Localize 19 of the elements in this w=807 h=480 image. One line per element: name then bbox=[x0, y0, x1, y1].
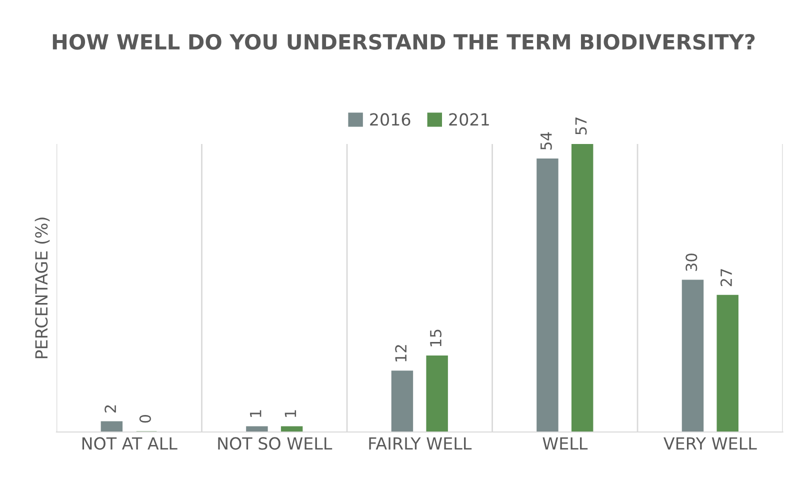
x-tick-label: WELL bbox=[542, 437, 588, 450]
x-tick-label: NOT AT ALL bbox=[82, 437, 178, 450]
data-label: 30 bbox=[686, 254, 698, 271]
x-tick-label: FAIRLY WELL bbox=[369, 437, 472, 450]
y-axis-title: PERCENTAGE (%) bbox=[34, 218, 50, 358]
data-label: 12 bbox=[395, 345, 406, 362]
chart-title: HOW WELL DO YOU UNDERSTAND THE TERM BIODIVERSITY? bbox=[52, 34, 755, 50]
x-tick-label: VERY WELL bbox=[664, 437, 757, 450]
legend-label: 2016 bbox=[370, 113, 410, 126]
data-label: 1 bbox=[250, 410, 262, 417]
data-label: 15 bbox=[430, 330, 442, 346]
x-tick-label: NOT SO WELL bbox=[218, 437, 332, 450]
data-label: 57 bbox=[575, 118, 587, 134]
data-label: 1 bbox=[284, 410, 296, 417]
data-label: 2 bbox=[104, 405, 116, 412]
legend-label: 2021 bbox=[449, 113, 489, 126]
data-label: 0 bbox=[139, 414, 151, 423]
data-label: 54 bbox=[540, 132, 552, 150]
data-label: 27 bbox=[720, 269, 732, 286]
